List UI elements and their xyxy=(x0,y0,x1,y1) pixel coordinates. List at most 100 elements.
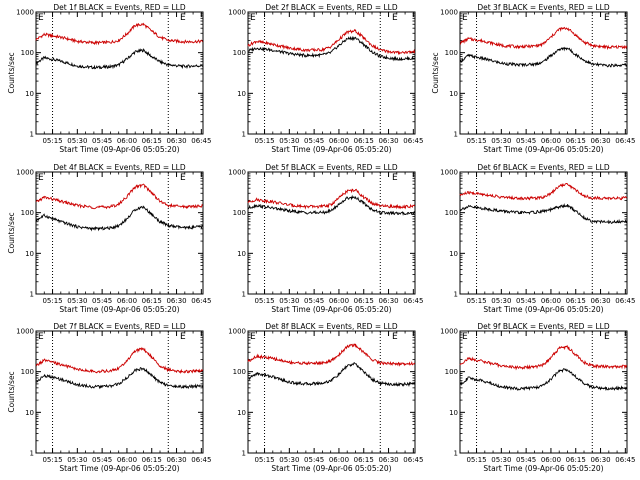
y-tick-label: 10 xyxy=(449,409,458,417)
corner-label-left: E xyxy=(38,173,44,183)
y-tick-label: 1 xyxy=(242,450,246,458)
x-tick-label: 06:00 xyxy=(117,456,137,464)
x-tick-label: 05:30 xyxy=(279,456,299,464)
y-axis: 1 10 100 1000 xyxy=(228,169,415,299)
x-tick-label: 05:30 xyxy=(67,297,87,305)
x-tick-label: 05:15 xyxy=(254,456,274,464)
x-tick-label: 06:15 xyxy=(566,297,586,305)
y-tick-label: 100 xyxy=(21,49,34,57)
x-axis: 05:15 05:30 05:45 06:00 06:15 06:30 06:45 xyxy=(247,12,423,145)
x-tick-label: 06:45 xyxy=(403,297,423,305)
y-tick-label: 1 xyxy=(30,450,34,458)
y-tick-label: 100 xyxy=(445,209,458,217)
lld-series-line xyxy=(247,188,416,210)
y-axis: 1 10 100 1000 xyxy=(440,169,627,299)
y-axis-label: Counts/sec xyxy=(7,371,16,412)
x-axis: 05:15 05:30 05:45 06:00 06:15 06:30 06:45 xyxy=(35,12,211,145)
x-tick-label: 05:45 xyxy=(92,456,112,464)
y-tick-label: 10 xyxy=(237,90,246,98)
y-tick-label: 1 xyxy=(30,131,34,139)
x-axis: 05:15 05:30 05:45 06:00 06:15 06:30 06:45 xyxy=(247,172,423,305)
y-tick-label: 1 xyxy=(454,291,458,299)
x-tick-label: 06:15 xyxy=(354,456,374,464)
x-tick-label: 06:30 xyxy=(590,456,610,464)
corner-label-right: E xyxy=(392,13,398,23)
events-series-line xyxy=(35,366,204,390)
corner-label-left: E xyxy=(250,13,256,23)
y-tick-label: 1000 xyxy=(16,9,34,17)
lld-series-line xyxy=(459,26,628,51)
y-axis-label: Counts/sec xyxy=(431,52,440,93)
x-tick-label: 05:30 xyxy=(491,137,511,145)
x-tick-label: 06:30 xyxy=(378,137,398,145)
events-series-line xyxy=(247,362,416,388)
x-tick-label: 06:45 xyxy=(403,137,423,145)
y-tick-label: 1000 xyxy=(440,328,458,336)
x-tick-label: 06:00 xyxy=(329,137,349,145)
x-axis-label: Start Time (09-Apr-06 05:05:20) xyxy=(59,305,179,314)
y-axis: 1 10 100 1000 xyxy=(16,9,203,139)
corner-label-left: E xyxy=(462,332,468,342)
y-tick-label: 1 xyxy=(242,131,246,139)
x-axis: 05:15 05:30 05:45 06:00 06:15 06:30 06:45 xyxy=(35,172,211,305)
panel-title: Det 3f BLACK = Events, RED = LLD xyxy=(477,3,610,12)
x-tick-label: 06:00 xyxy=(329,456,349,464)
y-tick-label: 1000 xyxy=(16,169,34,177)
x-tick-label: 06:00 xyxy=(117,297,137,305)
y-tick-label: 10 xyxy=(25,90,34,98)
x-axis-label: Start Time (09-Apr-06 05:05:20) xyxy=(483,464,603,473)
x-axis: 05:15 05:30 05:45 06:00 06:15 06:30 06:45 xyxy=(35,331,211,464)
lld-series-line xyxy=(35,183,203,210)
events-series-line xyxy=(247,194,416,216)
y-axis: 1 10 100 1000 xyxy=(440,328,627,458)
x-tick-label: 06:15 xyxy=(354,137,374,145)
x-tick-label: 06:45 xyxy=(615,297,635,305)
plot-frame xyxy=(247,330,416,454)
plot-frame xyxy=(247,171,416,295)
x-tick-label: 06:30 xyxy=(166,456,186,464)
y-axis: 1 10 100 1000 xyxy=(228,328,415,458)
y-axis: 1 10 100 1000 xyxy=(228,9,415,139)
corner-label-right: E xyxy=(604,13,610,23)
x-tick-label: 05:45 xyxy=(92,137,112,145)
corner-label-right: E xyxy=(180,173,186,183)
x-tick-label: 06:45 xyxy=(191,456,211,464)
x-tick-label: 06:15 xyxy=(142,456,162,464)
lld-series-line xyxy=(459,344,628,371)
y-tick-label: 10 xyxy=(449,90,458,98)
y-axis-label: Counts/sec xyxy=(7,52,16,93)
x-tick-label: 06:15 xyxy=(142,297,162,305)
y-tick-label: 100 xyxy=(233,49,246,57)
x-tick-label: 06:00 xyxy=(329,297,349,305)
x-tick-label: 06:15 xyxy=(566,456,586,464)
x-axis-label: Start Time (09-Apr-06 05:05:20) xyxy=(483,305,603,314)
x-tick-label: 06:15 xyxy=(566,137,586,145)
x-tick-label: 05:45 xyxy=(516,456,536,464)
events-series-line xyxy=(459,202,628,225)
events-series-line xyxy=(459,46,628,68)
x-tick-label: 05:45 xyxy=(304,456,324,464)
x-axis: 05:15 05:30 05:45 06:00 06:15 06:30 06:45 xyxy=(459,172,635,305)
y-tick-label: 1000 xyxy=(228,169,246,177)
x-tick-label: 05:45 xyxy=(304,137,324,145)
y-tick-label: 1 xyxy=(454,450,458,458)
x-tick-label: 05:45 xyxy=(516,297,536,305)
events-series-line xyxy=(459,368,628,392)
x-tick-label: 06:15 xyxy=(142,137,162,145)
plot-frame xyxy=(35,330,204,454)
x-tick-label: 06:45 xyxy=(615,137,635,145)
panel-title: Det 4f BLACK = Events, RED = LLD xyxy=(53,163,186,172)
x-tick-label: 06:45 xyxy=(191,297,211,305)
x-tick-label: 05:45 xyxy=(516,137,536,145)
panel-title: Det 8f BLACK = Events, RED = LLD xyxy=(265,322,398,331)
plot-frame xyxy=(35,171,204,295)
y-tick-label: 100 xyxy=(21,368,34,376)
chart-panel-6: Det 6f BLACK = Events, RED = LLD 1 10 100 10… xyxy=(440,163,635,314)
y-tick-label: 100 xyxy=(233,209,246,217)
corner-label-left: E xyxy=(250,332,256,342)
x-tick-label: 06:00 xyxy=(541,456,561,464)
y-tick-label: 1000 xyxy=(440,169,458,177)
x-tick-label: 06:30 xyxy=(166,297,186,305)
